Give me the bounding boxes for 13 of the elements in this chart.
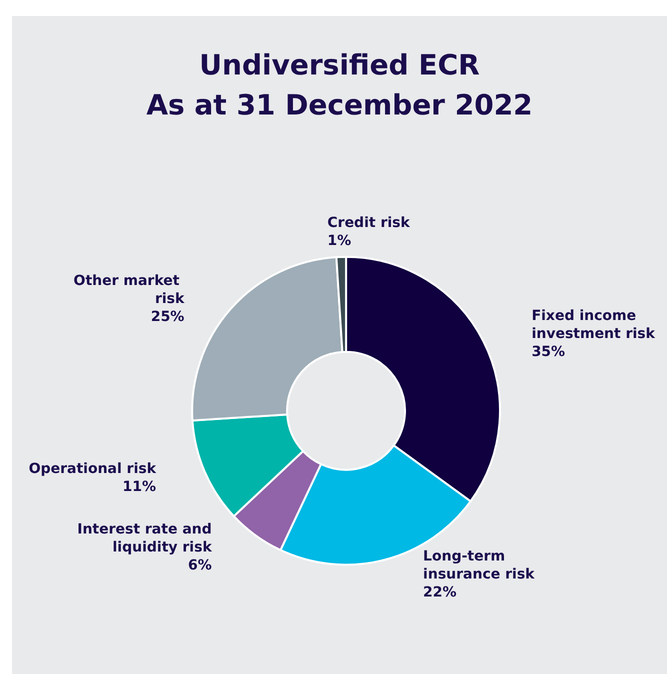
slice-label: Long-term insurance risk — [423, 548, 536, 582]
data-label: 1% — [327, 232, 352, 249]
slice-label: Operational risk — [28, 460, 157, 477]
data-label: 35% — [532, 344, 566, 360]
slice-label: Credit risk — [327, 214, 410, 231]
slice-label: Interest rate and liquidity risk — [77, 521, 212, 556]
slice-label: Other market risk — [74, 273, 186, 308]
chart-title: Undiversified ECR As at 31 December 2022 — [146, 48, 533, 122]
data-label: 22% — [423, 584, 457, 600]
slice-label: Fixed income investment risk — [532, 308, 656, 342]
data-label: 25% — [150, 309, 184, 326]
data-label: 11% — [122, 478, 156, 495]
data-label: 6% — [188, 557, 212, 574]
